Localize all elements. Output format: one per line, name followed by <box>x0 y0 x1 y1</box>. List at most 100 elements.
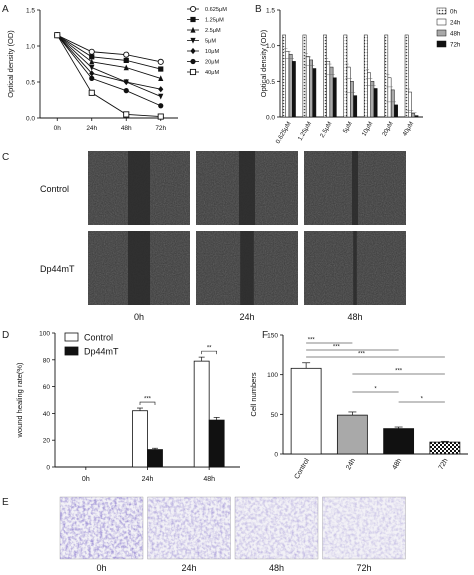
legend-label: 48h <box>450 31 461 38</box>
x-tick-label: 24h <box>142 476 154 483</box>
x-tick-label: 10μM <box>361 121 375 138</box>
bar <box>290 367 322 455</box>
data-point <box>89 65 95 71</box>
legend-label: 0h <box>450 9 457 16</box>
bar <box>132 410 148 468</box>
data-point <box>158 103 164 109</box>
bar <box>390 89 395 118</box>
y-tick-label: 150 <box>267 333 278 340</box>
bar <box>370 81 375 118</box>
data-point <box>158 93 164 100</box>
panel-label-c: C <box>2 152 9 163</box>
row-label: Control <box>40 184 69 194</box>
bar <box>367 72 371 118</box>
series-line <box>57 34 161 63</box>
chart-a: 0.0 0.5 1.0 1.5 0h 24h 48h 72h Optical density (… <box>6 5 227 132</box>
data-point <box>158 86 164 93</box>
bar <box>404 34 409 118</box>
legend-label: 40μM <box>205 70 219 76</box>
data-point <box>88 89 95 96</box>
legend-label: Dp44mT <box>84 347 119 357</box>
transwell-images-panel: 0h 24h 48h 72h <box>59 496 406 573</box>
bar <box>292 61 296 118</box>
y-tick-label: 0 <box>274 452 278 459</box>
panel-label-d: D <box>2 330 9 341</box>
x-tick-label: 72h <box>155 125 166 132</box>
data-point <box>123 51 130 58</box>
data-point <box>89 70 95 77</box>
bar <box>411 113 416 118</box>
significance-label: *** <box>144 397 152 403</box>
bar <box>147 449 163 468</box>
data-point <box>88 48 95 55</box>
row-label: Dp44mT <box>40 264 75 274</box>
x-tick-label: Control <box>294 457 312 480</box>
legend-swatch <box>64 332 79 342</box>
significance-bracket <box>201 350 217 355</box>
bar <box>346 66 351 118</box>
y-tick-label: 1.5 <box>266 8 275 15</box>
data-point <box>89 54 95 60</box>
legend-marker <box>190 37 196 44</box>
y-axis-label: wound healing rate(%) <box>15 362 24 439</box>
panel-label-a: A <box>2 4 9 15</box>
y-axis-label: Optical density (OD) <box>6 30 15 98</box>
y-tick-label: 1.0 <box>266 43 275 50</box>
legend-marker <box>189 68 197 76</box>
legend-label: 20μM <box>205 60 219 66</box>
data-point <box>158 66 164 72</box>
significance-label: *** <box>395 369 403 375</box>
micrograph-stain <box>322 497 406 559</box>
data-point <box>157 113 164 120</box>
x-tick-label: 24h <box>345 457 357 471</box>
bar <box>302 34 307 118</box>
bar <box>373 88 378 118</box>
column-label: 0h <box>134 312 144 322</box>
x-tick-label: 48h <box>203 476 215 483</box>
y-tick-label: 60 <box>43 384 51 391</box>
significance-label: ** <box>207 346 212 352</box>
panel-label-e: E <box>2 497 9 508</box>
wound-gap <box>240 231 254 305</box>
data-point <box>123 88 129 94</box>
data-point <box>158 75 164 81</box>
legend-label: 2.5μM <box>205 28 221 34</box>
y-tick-label: 100 <box>39 331 50 338</box>
x-tick-label: 48h <box>391 457 403 471</box>
y-tick-label: 1.0 <box>26 44 35 51</box>
bar <box>353 95 358 118</box>
bar <box>208 419 225 468</box>
bar <box>326 61 331 118</box>
legend-label: 5μM <box>205 39 216 45</box>
legend-label: 0.625μM <box>205 7 227 13</box>
x-tick-label: 0h <box>82 476 90 483</box>
wound-gap <box>239 151 255 225</box>
significance-label: *** <box>358 352 366 358</box>
series-line <box>57 34 161 70</box>
y-axis-label: Cell numbers <box>249 372 258 416</box>
wound-gap <box>128 151 150 225</box>
panel-label-b: B <box>255 4 262 15</box>
micrograph-stain <box>60 497 143 559</box>
x-tick-label: 2.5μM <box>319 121 334 140</box>
legend-marker <box>190 58 196 65</box>
significance-label: *** <box>333 345 341 351</box>
y-axis-label: Optical density (OD) <box>259 29 268 97</box>
bar <box>288 53 293 118</box>
x-tick-label: 0.625μM <box>275 121 293 145</box>
y-tick-label: 0.0 <box>26 116 35 123</box>
bar <box>363 34 368 118</box>
bar <box>336 414 368 455</box>
significance-label: *** <box>308 338 316 344</box>
wound-gap <box>128 231 150 305</box>
y-tick-label: 0.5 <box>26 80 35 87</box>
bar <box>332 77 337 118</box>
bar <box>343 34 348 118</box>
column-label: 24h <box>181 563 196 573</box>
data-point <box>123 111 130 118</box>
y-tick-label: 50 <box>271 412 279 419</box>
legend-swatch <box>436 29 447 37</box>
y-tick-label: 40 <box>43 411 51 418</box>
x-tick-label: 20μM <box>381 121 395 138</box>
column-label: 24h <box>239 312 254 322</box>
